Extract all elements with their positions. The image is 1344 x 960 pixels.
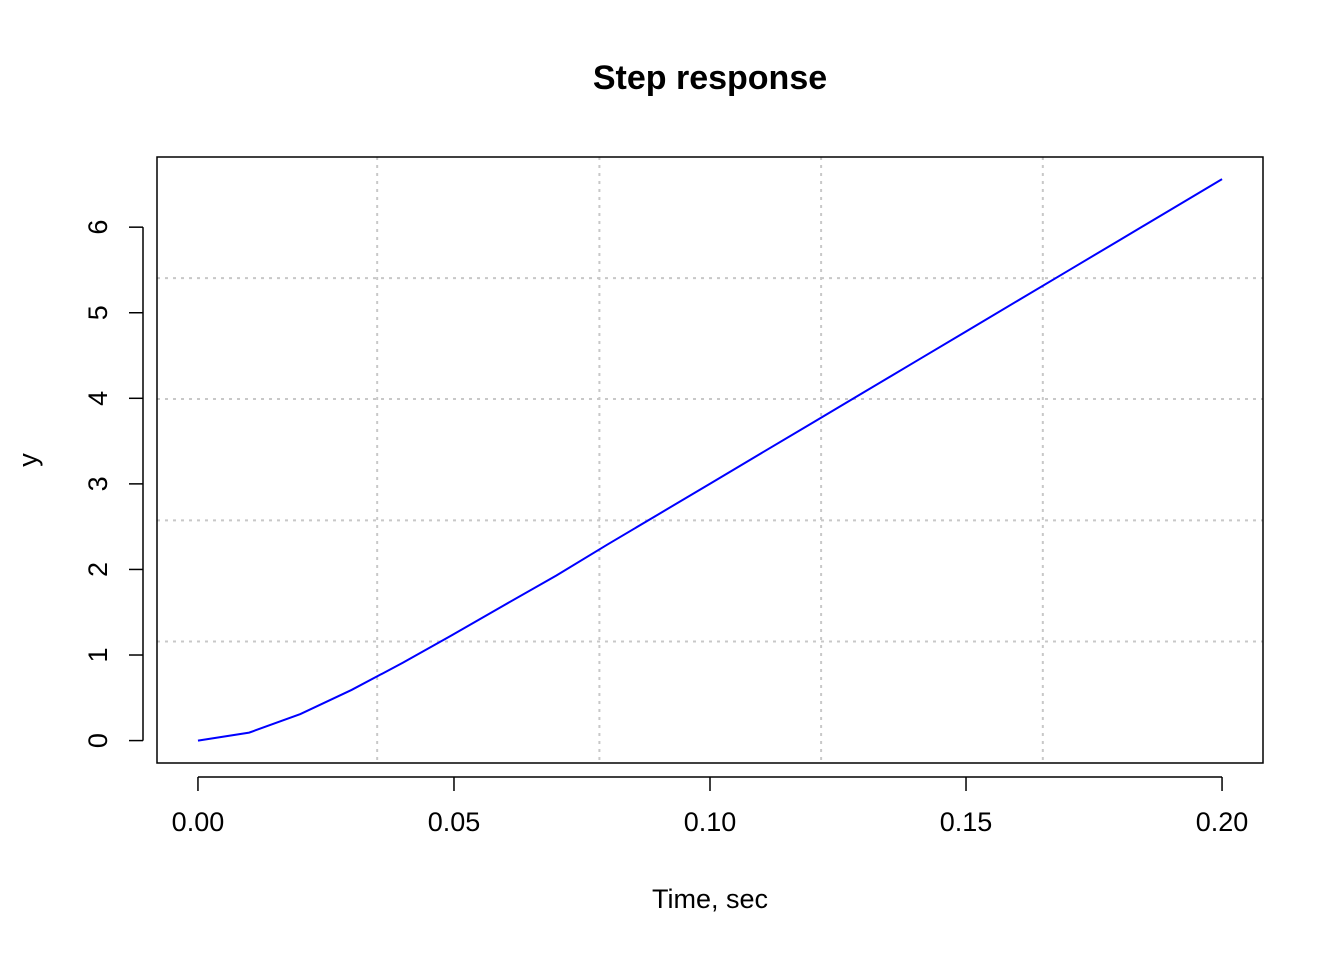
line-series bbox=[197, 178, 1223, 742]
y-axis-label: y bbox=[13, 453, 43, 467]
y-tick-label: 6 bbox=[83, 220, 113, 235]
x-tick-label: 0.20 bbox=[1196, 807, 1249, 837]
x-tick-label: 0.05 bbox=[428, 807, 481, 837]
x-tick-label: 0.15 bbox=[940, 807, 993, 837]
y-tick-label: 0 bbox=[83, 733, 113, 748]
y-tick-label: 4 bbox=[83, 391, 113, 406]
x-tick-label: 0.10 bbox=[684, 807, 737, 837]
y-tick-label: 3 bbox=[83, 476, 113, 491]
x-tick-label: 0.00 bbox=[172, 807, 225, 837]
x-axis-label: Time, sec bbox=[652, 884, 768, 914]
plot-frame bbox=[156, 156, 1264, 764]
y-tick-label: 2 bbox=[83, 562, 113, 577]
y-tick-label: 5 bbox=[83, 305, 113, 320]
chart-title: Step response bbox=[593, 59, 827, 97]
y-tick-label: 1 bbox=[83, 647, 113, 662]
